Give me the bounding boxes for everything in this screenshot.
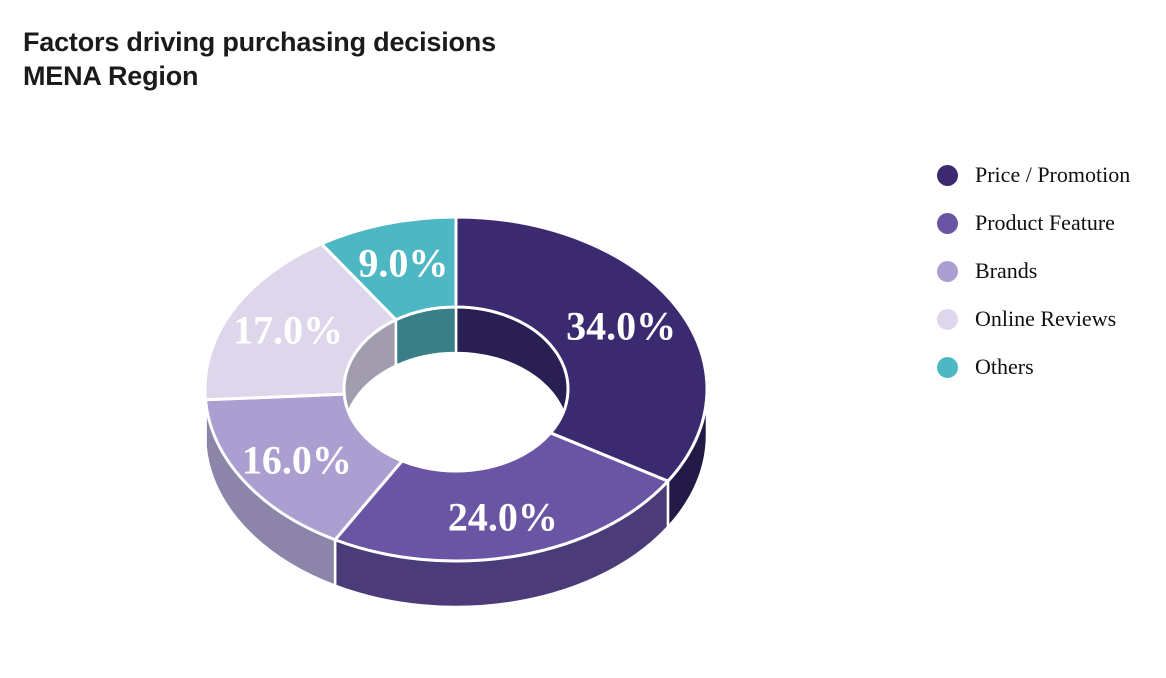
legend-swatch <box>937 212 958 234</box>
chart-title-line2: MENA Region <box>23 61 199 91</box>
chart-title: Factors driving purchasing decisions MEN… <box>23 25 496 93</box>
legend-swatch <box>937 308 958 330</box>
legend-swatch <box>937 260 958 282</box>
legend-item-label: Brands <box>975 258 1038 283</box>
legend-item-label: Online Reviews <box>975 306 1117 331</box>
legend-item: Product Feature <box>937 199 1130 247</box>
legend-item: Online Reviews <box>937 295 1130 343</box>
legend-item: Brands <box>937 247 1130 295</box>
pie-slice <box>333 431 670 563</box>
chart-title-line1: Factors driving purchasing decisions <box>23 27 496 57</box>
legend-item-label: Product Feature <box>975 210 1115 235</box>
legend-item-label: Others <box>975 354 1034 379</box>
pie-slice <box>204 392 404 542</box>
slice-label: 17.0% <box>233 307 343 352</box>
legend-swatch <box>937 356 958 378</box>
pie-slice <box>320 215 458 322</box>
pie-slice <box>203 242 398 402</box>
slice-label: 9.0% <box>358 241 448 286</box>
slice-label: 24.0% <box>448 494 558 539</box>
slice-label: 34.0% <box>566 304 676 349</box>
legend-item: Price / Promotion <box>937 151 1130 199</box>
legend-item: Others <box>937 343 1130 391</box>
legend-item-label: Price / Promotion <box>975 162 1131 187</box>
slice-label: 16.0% <box>242 438 352 483</box>
legend-swatch <box>937 164 958 186</box>
legend: Price / Promotion Product Feature Brands… <box>937 151 1130 391</box>
pie-slice <box>454 215 709 483</box>
